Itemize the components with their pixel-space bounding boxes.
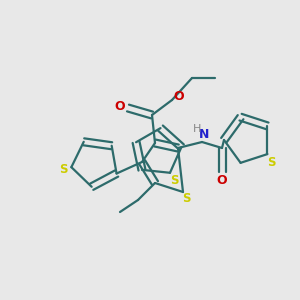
Text: S: S (267, 156, 276, 169)
Text: O: O (174, 89, 184, 103)
Text: N: N (199, 128, 209, 142)
Text: S: S (182, 193, 190, 206)
Text: H: H (193, 124, 201, 134)
Text: O: O (115, 100, 125, 112)
Text: O: O (217, 175, 227, 188)
Text: S: S (59, 163, 68, 176)
Text: S: S (170, 174, 178, 187)
